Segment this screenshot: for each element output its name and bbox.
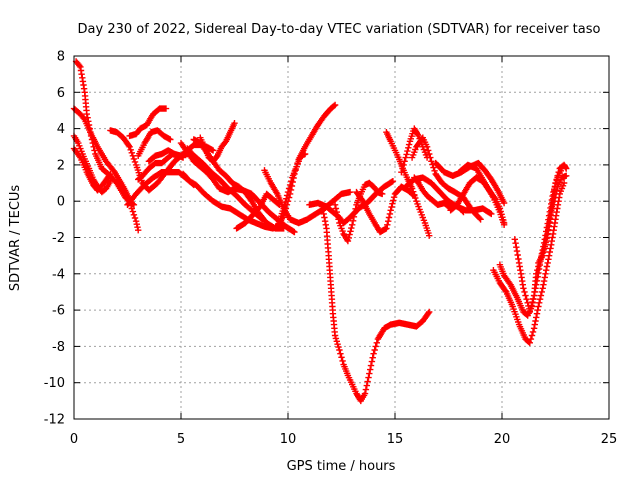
plus-markers xyxy=(535,161,570,267)
y-tick-label: -10 xyxy=(44,376,65,391)
series-track-15 xyxy=(197,120,238,165)
y-tick-label: 6 xyxy=(57,86,65,101)
plus-markers xyxy=(179,170,277,232)
series-track-32 xyxy=(490,179,568,346)
plus-markers xyxy=(353,183,418,236)
x-tick-label: 15 xyxy=(387,432,404,447)
series-track-7 xyxy=(126,105,170,140)
series-track-16 xyxy=(233,190,283,232)
plus-markers xyxy=(197,120,238,165)
y-tick-label: -8 xyxy=(52,340,65,355)
y-tick-label: 4 xyxy=(57,122,65,137)
x-tick-label: 10 xyxy=(280,432,297,447)
series-track-23 xyxy=(353,183,418,236)
x-tick-label: 0 xyxy=(70,432,78,447)
x-tick-label: 25 xyxy=(601,432,618,447)
y-tick-label: 0 xyxy=(57,195,65,210)
plus-markers xyxy=(319,203,433,405)
plus-markers xyxy=(135,127,174,159)
y-tick-label: -4 xyxy=(52,267,65,282)
series-track-21 xyxy=(319,203,433,405)
data-series xyxy=(70,58,570,405)
plus-markers xyxy=(306,178,397,227)
plus-markers xyxy=(490,179,568,346)
plus-markers xyxy=(456,161,508,228)
series-track-8 xyxy=(135,127,174,159)
series-track-31 xyxy=(456,161,508,228)
series-track-35 xyxy=(535,161,570,267)
y-tick-label: 8 xyxy=(57,50,65,65)
y-tick-label: -12 xyxy=(44,413,65,428)
plus-markers xyxy=(126,105,170,140)
x-tick-label: 20 xyxy=(494,432,511,447)
y-tick-label: 2 xyxy=(57,158,65,173)
plot-frame xyxy=(73,55,610,420)
y-axis-label: SDTVAR / TECUs xyxy=(8,185,23,292)
plus-markers xyxy=(274,150,309,230)
chart-title: Day 230 of 2022, Sidereal Day-to-day VTE… xyxy=(78,22,601,37)
x-axis-label: GPS time / hours xyxy=(287,459,396,474)
x-tick-label: 5 xyxy=(177,432,185,447)
y-axis-ticks: -12 -10 -8 -6 -4 -2 0 2 4 6 8 xyxy=(44,50,609,428)
x-axis-ticks: 0 5 10 15 20 25 xyxy=(70,56,617,447)
series-track-19 xyxy=(274,150,309,230)
plus-markers xyxy=(233,190,283,232)
series-track-12 xyxy=(179,170,277,232)
series-track-20 xyxy=(306,178,397,227)
y-tick-label: -6 xyxy=(52,304,65,319)
y-tick-label: -2 xyxy=(52,231,65,246)
